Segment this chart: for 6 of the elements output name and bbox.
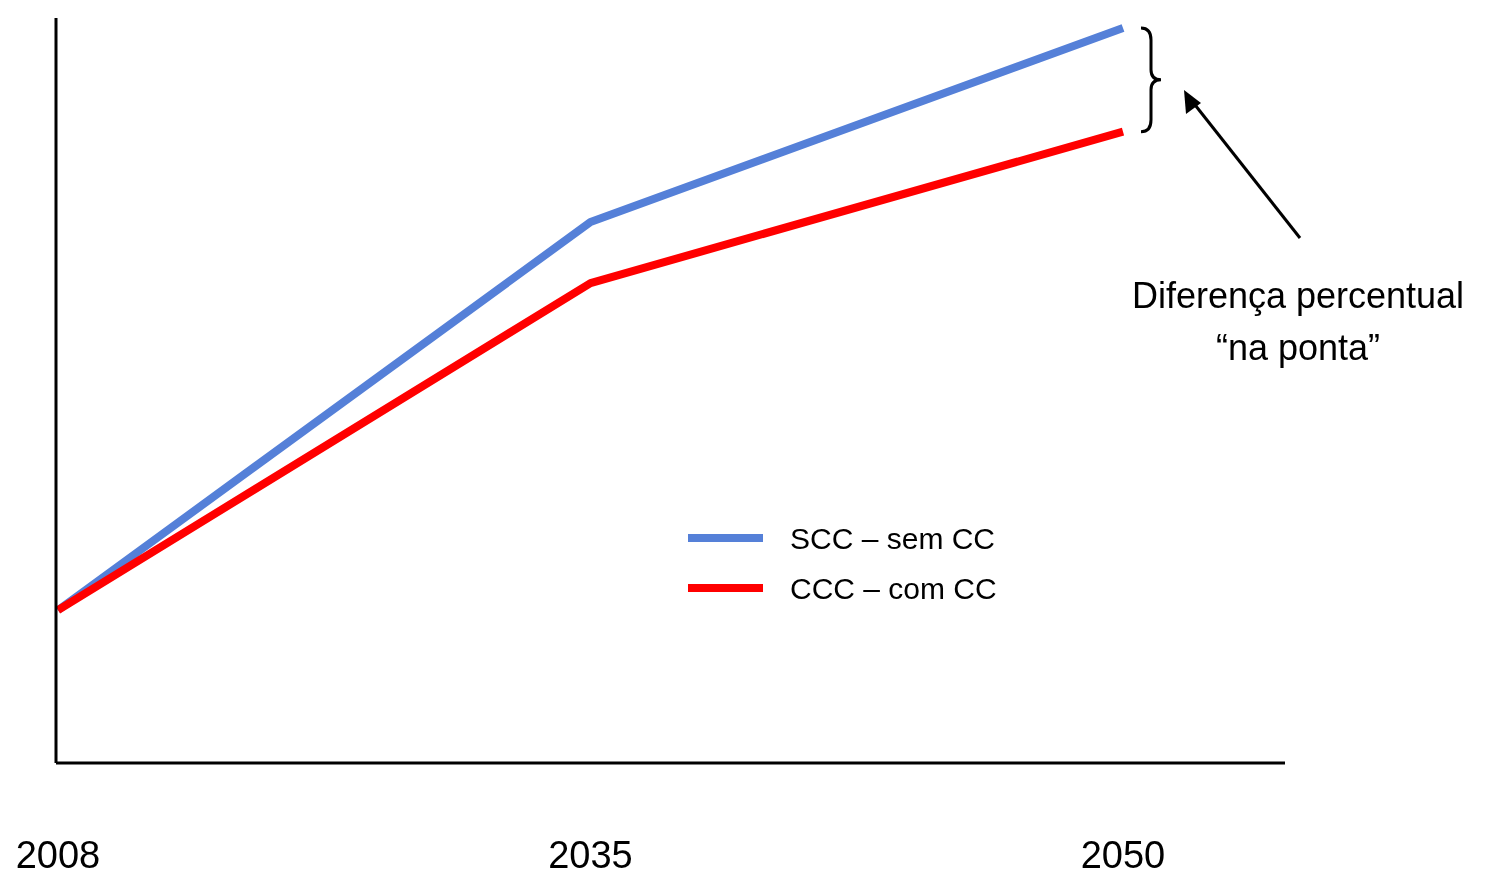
legend-label: CCC – com CC	[790, 572, 997, 605]
legend-label: SCC – sem CC	[790, 522, 996, 555]
x-tick-label: 2050	[1080, 834, 1166, 876]
annotation: Diferença percentual “na ponta”	[1131, 275, 1465, 368]
x-tick-label: 2035	[548, 834, 633, 876]
x-tick-label: 2008	[15, 834, 101, 876]
